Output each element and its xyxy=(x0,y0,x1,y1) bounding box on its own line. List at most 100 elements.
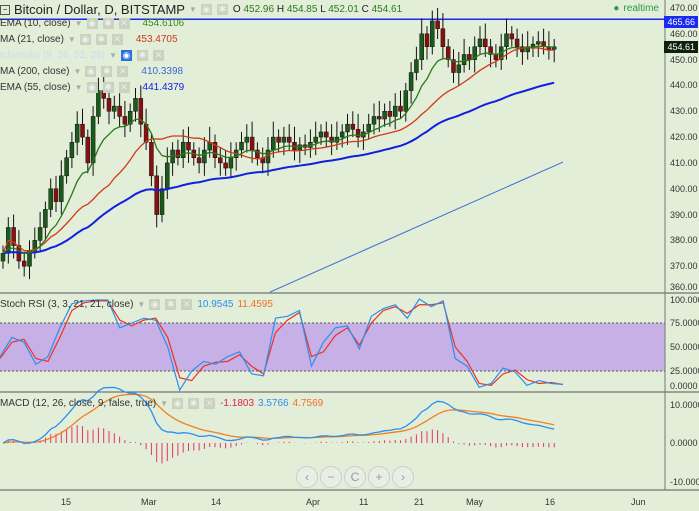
gear-icon[interactable]: ✱ xyxy=(101,66,113,77)
eye-icon[interactable]: ◉ xyxy=(79,34,91,45)
close-icon[interactable]: ✕ xyxy=(111,34,123,45)
gear-icon[interactable]: ✱ xyxy=(102,82,114,93)
time-axis-label: 11 xyxy=(359,497,369,507)
candle xyxy=(90,116,96,164)
time-axis-label: 21 xyxy=(414,497,425,507)
eye-icon[interactable]: ◉ xyxy=(86,18,98,29)
gear-icon[interactable]: ✱ xyxy=(102,18,114,29)
candle xyxy=(180,142,186,159)
zoom-in-button[interactable]: + xyxy=(368,466,390,488)
indicator-legend: Ichimoku (9, 26, 52, 26) ▼ ◉ ✱ ✕ xyxy=(0,50,164,61)
macd-axis-label: -10.0000 xyxy=(670,476,699,487)
candle xyxy=(239,142,244,151)
gear-icon[interactable]: ✱ xyxy=(136,50,148,61)
candle xyxy=(398,105,403,112)
close-icon[interactable]: ✕ xyxy=(117,66,129,77)
close-icon[interactable]: ✕ xyxy=(181,299,193,310)
scroll-left-button[interactable]: ‹ xyxy=(296,466,318,488)
gear-icon[interactable]: ✱ xyxy=(95,34,107,45)
ma21-line xyxy=(2,46,555,254)
collapse-icon[interactable]: − xyxy=(0,4,10,15)
candle xyxy=(408,72,414,91)
candle xyxy=(255,149,260,159)
candle xyxy=(355,129,361,138)
price-axis-label: 440.00 xyxy=(670,80,698,91)
stoch-axis-label: 50.0000 xyxy=(670,342,699,352)
price-axis-label: 390.00 xyxy=(670,209,698,220)
candle xyxy=(74,123,80,143)
close-icon[interactable]: ✕ xyxy=(204,398,216,409)
scroll-right-button[interactable]: › xyxy=(392,466,414,488)
candle xyxy=(509,33,515,40)
price-line-tag: 465.66 xyxy=(664,16,698,28)
candle xyxy=(430,20,435,47)
ma200-line xyxy=(269,161,564,293)
stoch-axis-label: 0.0000 xyxy=(670,381,698,391)
candle xyxy=(472,46,477,60)
price-axis-label: 400.00 xyxy=(670,183,698,194)
eye-icon[interactable]: ◉ xyxy=(86,82,98,93)
candle xyxy=(371,116,377,125)
candle xyxy=(456,64,462,73)
candle xyxy=(37,227,43,241)
symbol-legend: − Bitcoin / Dollar, D, BITSTAMP ▼ ◉ ✱ O 4… xyxy=(0,2,402,17)
stoch-axis-label: 100.0000 xyxy=(670,295,699,305)
candle xyxy=(313,136,318,143)
candle xyxy=(414,59,419,73)
candle xyxy=(154,175,159,215)
macd-axis-label: 10.0000 xyxy=(670,399,699,410)
price-axis-label: 370.00 xyxy=(670,261,698,272)
candle xyxy=(159,188,165,215)
candle xyxy=(122,116,128,125)
candle xyxy=(138,98,144,125)
candle xyxy=(345,123,350,133)
candle xyxy=(165,162,170,189)
eye-icon[interactable]: ◉ xyxy=(200,4,212,15)
eye-icon[interactable]: ◉ xyxy=(85,66,97,77)
indicator-legend: MA (200, close) ▼ ◉ ✱ ✕ 410.3398 xyxy=(0,66,184,77)
candle xyxy=(21,260,27,267)
eye-icon[interactable]: ◉ xyxy=(120,50,132,61)
price-axis-label: 450.00 xyxy=(670,54,698,65)
macd-line xyxy=(2,386,555,445)
candle xyxy=(202,149,207,164)
eye-icon[interactable]: ◉ xyxy=(172,398,184,409)
gear-icon[interactable]: ✱ xyxy=(165,299,177,310)
candle xyxy=(175,149,181,159)
candle xyxy=(440,28,446,47)
eye-icon[interactable]: ◉ xyxy=(149,299,161,310)
ema55-line xyxy=(2,81,555,255)
candle xyxy=(514,38,520,47)
price-axis-label: 460.00 xyxy=(670,28,698,39)
close-icon[interactable]: ✕ xyxy=(118,82,130,93)
candle xyxy=(96,90,101,117)
time-axis-label: 14 xyxy=(211,497,222,507)
macd-axis-label: 0.0000 xyxy=(670,438,698,448)
candle xyxy=(467,54,472,60)
zoom-out-button[interactable]: − xyxy=(320,466,342,488)
candle xyxy=(286,136,292,143)
chevron-down-icon[interactable]: ▼ xyxy=(188,5,197,14)
candle xyxy=(186,142,191,151)
gear-icon[interactable]: ✱ xyxy=(188,398,200,409)
time-axis-label: Mar xyxy=(141,497,157,507)
candle xyxy=(536,41,541,45)
candle xyxy=(53,188,59,202)
candle xyxy=(281,136,287,143)
candle xyxy=(64,157,69,177)
gear-icon[interactable]: ✱ xyxy=(216,4,228,15)
price-axis-label: 410.00 xyxy=(670,157,698,168)
candle xyxy=(149,142,154,177)
reset-button[interactable]: C xyxy=(344,466,366,488)
last-price-tag: 454.61 xyxy=(664,41,698,53)
candle xyxy=(80,123,85,138)
candle xyxy=(318,131,324,138)
close-icon[interactable]: ✕ xyxy=(152,50,164,61)
macd-legend: MACD (12, 26, close, 9, false, true) ▼ ◉ ✱… xyxy=(0,398,324,409)
candle xyxy=(0,253,6,262)
candle xyxy=(451,59,456,73)
price-axis-label: 470.00 xyxy=(670,3,698,13)
candle xyxy=(504,33,509,47)
close-icon[interactable]: ✕ xyxy=(118,18,130,29)
